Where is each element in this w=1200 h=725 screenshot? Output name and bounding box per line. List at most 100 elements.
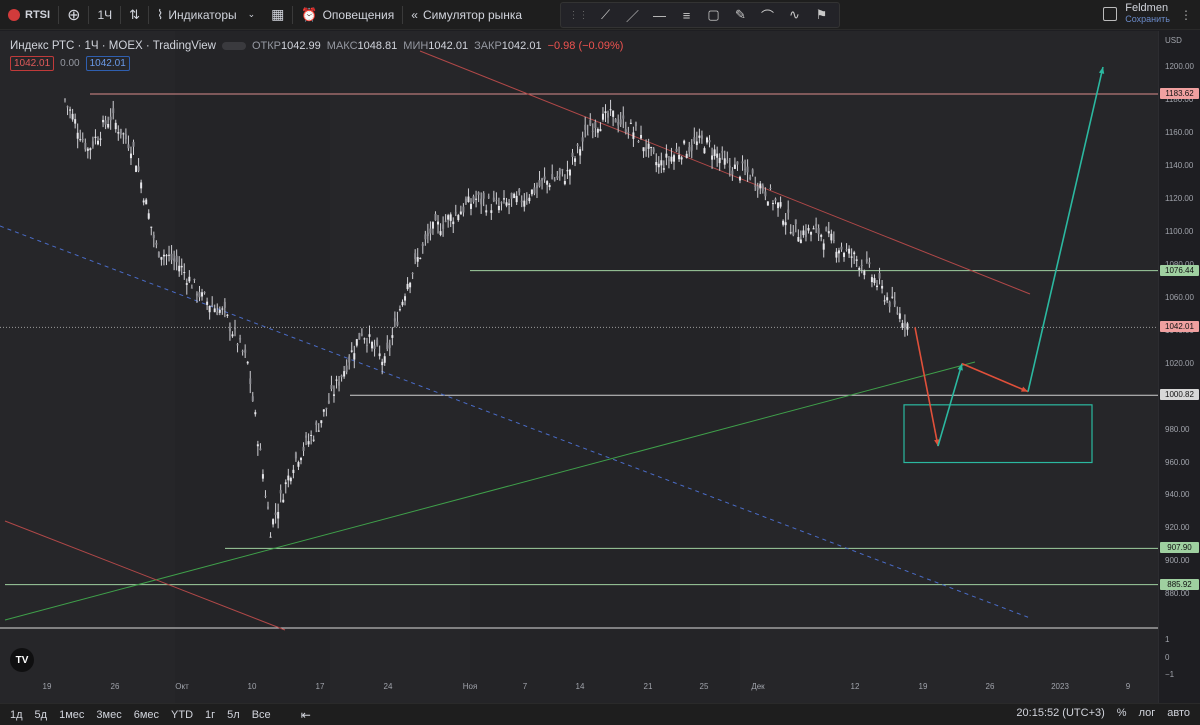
log-toggle[interactable]: лог (1138, 707, 1156, 719)
candle-body (353, 353, 356, 360)
candles-icon: ⇅ (129, 6, 141, 22)
symbol-search[interactable]: RTSI (0, 0, 58, 30)
candle-body (886, 297, 889, 301)
range-button[interactable]: 6мес (133, 708, 160, 721)
buy-badge[interactable]: 1042.01 (85, 56, 130, 71)
candle-body (520, 200, 523, 203)
candle-body (893, 300, 896, 305)
price-axis[interactable]: USD 1200.00 1180.00 1160.00 1140.00 1120.00 1… (1158, 31, 1200, 704)
price-tick: 1100.00 (1165, 226, 1194, 236)
price-level-label[interactable]: 1042.01 (1160, 321, 1199, 333)
sell-badge[interactable]: 1042.01 (10, 56, 55, 71)
candle-body (104, 120, 107, 125)
replay-button[interactable]: « Симулятор рынка (403, 0, 530, 30)
candle-body (523, 200, 526, 207)
indicators-button[interactable]: ⌇ Индикаторы ⌄ (149, 0, 263, 30)
arrow-head (1098, 67, 1105, 74)
candle-body (371, 341, 374, 349)
candle-body (368, 334, 371, 337)
tradingview-logo[interactable]: TV (10, 648, 34, 672)
rectangle-icon[interactable]: ▢ (707, 7, 720, 22)
candle-body (508, 203, 511, 205)
kebab-menu-icon[interactable]: ⋮ (1180, 8, 1192, 22)
symbol-flag-icon (8, 8, 20, 21)
candle-body (703, 148, 706, 154)
rewind-icon: « (411, 7, 418, 22)
forecast-arrow (961, 362, 1029, 393)
candle-body (294, 452, 297, 459)
range-button[interactable]: 5д (34, 708, 48, 721)
candle-body (843, 252, 846, 257)
auto-toggle[interactable]: авто (1167, 707, 1190, 719)
candle-body (771, 203, 774, 205)
drawing-toolbar: ⋮⋮ ⟋ ／ — ≡ ▢ ✎ ⌒ ∿ ⚑ (560, 2, 840, 28)
chart-pane[interactable] (0, 31, 1200, 704)
arc-icon[interactable]: ⌒ (760, 8, 774, 24)
chart-type-button[interactable]: ⇅ (121, 0, 148, 30)
time-tick: 25 (699, 682, 709, 691)
candle-body (69, 109, 72, 111)
ray-icon[interactable]: ／ (625, 8, 639, 24)
candle-body (162, 254, 165, 257)
chart-legend: Индекс РТС · 1Ч · MOEX · TradingView ОТК… (10, 40, 623, 52)
time-tick: 14 (575, 682, 585, 691)
range-button[interactable]: 1г (205, 708, 216, 721)
brush-icon[interactable]: ✎ (735, 7, 746, 22)
candle-body (99, 138, 102, 140)
layouts-button[interactable]: ▦ (263, 0, 292, 30)
clock[interactable]: 20:15:52 (UTC+3) (1016, 707, 1105, 719)
path-icon[interactable]: ∿ (789, 7, 800, 22)
price-level-label[interactable]: 1076.44 (1160, 264, 1199, 276)
lower-red-line (4, 520, 286, 631)
candle-body (528, 197, 531, 202)
candle-body (449, 214, 452, 221)
candle-body (515, 195, 518, 203)
price-level-label[interactable]: 1183.62 (1160, 87, 1199, 99)
candle-body (563, 181, 566, 185)
range-button[interactable]: 5л (227, 708, 240, 721)
horizontal-line-icon[interactable]: — (653, 7, 666, 23)
candle-body (876, 285, 879, 288)
candle-body (234, 327, 237, 330)
trend-line-icon[interactable]: ⟋ (600, 7, 611, 22)
candle-body (525, 198, 528, 200)
price-level-label[interactable]: 907.90 (1160, 542, 1199, 554)
candle-body (297, 462, 300, 467)
price-level-label[interactable]: 1000.82 (1160, 389, 1199, 401)
range-button[interactable]: 1д (10, 708, 23, 721)
range-button[interactable]: 3мес (96, 708, 122, 721)
candle-body (751, 169, 754, 174)
price-tick: 1160.00 (1165, 127, 1194, 137)
compare-button[interactable]: ⊕ (59, 0, 88, 30)
candle-body (787, 209, 790, 213)
save-link[interactable]: Сохранить (1125, 14, 1170, 24)
candle-body (660, 160, 663, 166)
time-axis[interactable]: 19 26 Окт 10 17 24 Ноя 7 14 21 25 Дек 12 19 26 2023 9 (0, 676, 1158, 702)
parallel-channel-icon[interactable]: ≡ (682, 7, 691, 23)
price-chart[interactable] (0, 31, 1158, 704)
drag-handle-icon[interactable]: ⋮⋮ (568, 9, 589, 21)
visibility-toggle[interactable] (221, 42, 246, 50)
candle-body (832, 240, 835, 242)
flag-icon[interactable]: ⚑ (815, 7, 828, 22)
range-button[interactable]: Все (251, 708, 271, 721)
interval-button[interactable]: 1Ч (89, 0, 120, 30)
alerts-button[interactable]: ⏰ Оповещения (293, 0, 402, 30)
percent-toggle[interactable]: % (1116, 707, 1127, 719)
candle-body (589, 119, 592, 126)
candle-body (414, 253, 417, 260)
candle-body (820, 234, 823, 237)
candle-body (571, 152, 574, 157)
candle-body (81, 139, 84, 141)
candle-body (142, 200, 145, 203)
range-button[interactable]: YTD (171, 708, 194, 721)
user-menu[interactable]: Feldmen Сохранить (1103, 3, 1170, 24)
price-tick: 1140.00 (1165, 160, 1194, 170)
candle-body (330, 384, 333, 389)
goto-date-icon[interactable]: ⇤ (300, 707, 311, 722)
divider (402, 5, 404, 24)
range-button[interactable]: 1мес (59, 708, 85, 721)
candle-body (690, 144, 693, 151)
price-level-label[interactable]: 885.92 (1160, 578, 1199, 590)
candle-body (683, 140, 686, 144)
